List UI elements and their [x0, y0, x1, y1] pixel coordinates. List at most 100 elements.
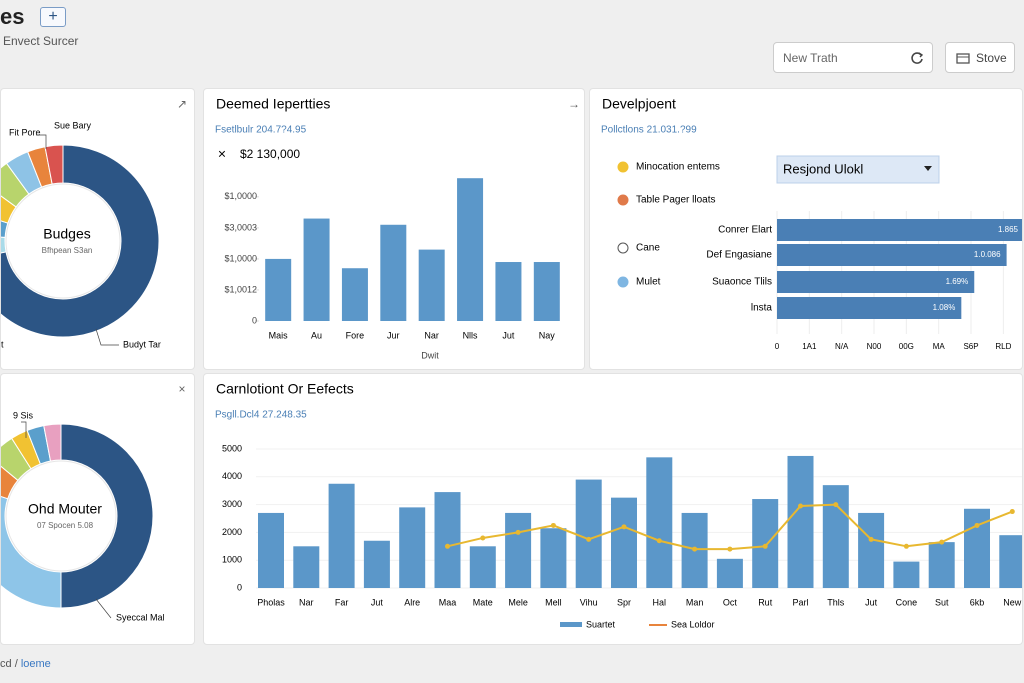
legend-label: Suartet	[586, 619, 616, 629]
panel-canvas: Ohd Mouter 07 Spocen 5.08 9 Sis Syeccal Mal…	[1, 382, 186, 622]
line-point	[586, 536, 592, 542]
panel-canvas: Budges Bfhpean S3an Fit Pore Sue Bary Budyt …	[1, 97, 187, 349]
donut-slice	[1, 144, 160, 338]
y-tick-label: 0	[237, 582, 242, 592]
page-subtitle: Envect Surcer	[3, 34, 79, 48]
bar	[858, 512, 885, 588]
save-label: Stove	[976, 51, 1007, 65]
panel-subtitle: Pollctlons 21.031.?99	[601, 125, 697, 136]
bar	[964, 508, 990, 588]
bar	[777, 244, 1007, 266]
x-tick-label: 00G	[899, 342, 914, 351]
panel-icon[interactable]: ×	[178, 382, 185, 396]
line-point	[727, 546, 733, 552]
breadcrumb-item[interactable]: loeme	[20, 658, 51, 670]
x-tick-label: Jur	[387, 330, 400, 340]
save-icon	[956, 53, 970, 64]
breadcrumb-item[interactable]: cd	[0, 658, 12, 670]
donut-callout: Sue Bary	[54, 120, 92, 130]
bar	[787, 455, 814, 588]
x-tick-label: Alre	[404, 597, 420, 607]
donut-callout: t	[1, 339, 4, 349]
panel: Develpjoent Pollctlons 21.031.?99 Minocati…	[589, 88, 1023, 370]
line-point	[515, 529, 521, 535]
close-icon[interactable]: ×	[218, 146, 226, 162]
x-tick-label: Jut	[502, 330, 515, 340]
add-button[interactable]: +	[40, 7, 66, 27]
x-tick-label: Sut	[935, 597, 949, 607]
x-tick-label: New	[1003, 597, 1022, 607]
line-point	[833, 502, 839, 508]
line-point	[798, 503, 803, 509]
refresh-icon	[911, 52, 924, 64]
donut-slice	[1, 495, 62, 609]
x-tick-label: RLD	[995, 342, 1011, 351]
legend-swatch	[560, 622, 582, 627]
breadcrumb-separator: /	[14, 658, 18, 670]
x-tick-label: Spr	[617, 597, 631, 607]
bar	[893, 561, 920, 588]
panel-subtitle: Psgll.Dcl4 27.248.35	[215, 410, 307, 421]
bar	[999, 535, 1022, 588]
x-tick-label: Mais	[269, 330, 289, 340]
x-tick-label: Nay	[539, 330, 556, 340]
save-button[interactable]: Stove	[945, 42, 1015, 73]
y-tick-label: $1,0012	[224, 284, 257, 294]
donut-center-title: Budges	[43, 226, 90, 242]
x-tick-label: Mate	[473, 597, 493, 607]
bar	[457, 178, 484, 321]
bar	[418, 249, 445, 321]
donut-callout: Fit Pore	[9, 127, 41, 137]
callout-line	[36, 134, 119, 346]
line-point	[762, 543, 768, 549]
x-tick-label: N/A	[835, 342, 849, 351]
x-axis-label: Dwit	[421, 350, 439, 360]
x-tick-label: Au	[311, 330, 322, 340]
line-point	[974, 522, 980, 528]
dropdown-arrow	[924, 166, 932, 171]
panel: Ohd Mouter 07 Spocen 5.08 9 Sis Syeccal Mal…	[0, 373, 195, 645]
bar	[328, 483, 355, 588]
donut-hole-shadow	[5, 460, 117, 572]
line-point	[1009, 509, 1015, 515]
bar	[341, 268, 368, 321]
x-tick-label: Cone	[896, 597, 918, 607]
bar	[752, 499, 779, 588]
x-tick-label: N00	[867, 342, 882, 351]
dropdown[interactable]	[776, 155, 940, 184]
bar	[505, 512, 532, 588]
x-tick-label: Rut	[758, 597, 773, 607]
bar	[469, 546, 496, 588]
line-series	[447, 503, 1013, 551]
x-tick-label: Jut	[371, 597, 384, 607]
donut-center-subtitle: Bfhpean S3an	[42, 246, 93, 255]
x-tick-label: Vihu	[580, 597, 598, 607]
donut-callout: 9 Sis	[13, 410, 34, 420]
x-tick-label: Thls	[827, 597, 845, 607]
bar	[363, 540, 390, 588]
bar	[434, 492, 461, 588]
y-tick-label: 1000	[222, 555, 242, 565]
panel-canvas: Deemed Iepertties Fsetlbulr 204.7?4.95 × $2…	[215, 96, 580, 361]
bar	[293, 546, 320, 588]
x-tick-label: 0	[775, 342, 780, 351]
y-tick-label: 0	[252, 315, 257, 325]
search-placeholder: New Trath	[783, 51, 838, 65]
bar	[495, 262, 522, 321]
x-tick-label: Parl	[792, 597, 808, 607]
bar	[646, 457, 673, 588]
legend-swatch	[617, 194, 629, 206]
panel-icon[interactable]: ↗	[177, 97, 187, 111]
kpi-value: $2 130,000	[240, 147, 300, 161]
bar	[716, 558, 743, 588]
x-tick-label: Oct	[723, 597, 738, 607]
panel-icon[interactable]: →	[568, 97, 580, 111]
x-tick-label: Hal	[653, 597, 667, 607]
y-tick-label: $3,0003	[224, 222, 257, 232]
bar	[265, 258, 292, 321]
panel-canvas: Develpjoent Pollctlons 21.031.?99 Minocati…	[601, 96, 1022, 351]
y-tick-label: 4000	[222, 471, 242, 481]
x-tick-label: Pholas	[257, 597, 285, 607]
search-input[interactable]: New Trath	[773, 42, 933, 73]
